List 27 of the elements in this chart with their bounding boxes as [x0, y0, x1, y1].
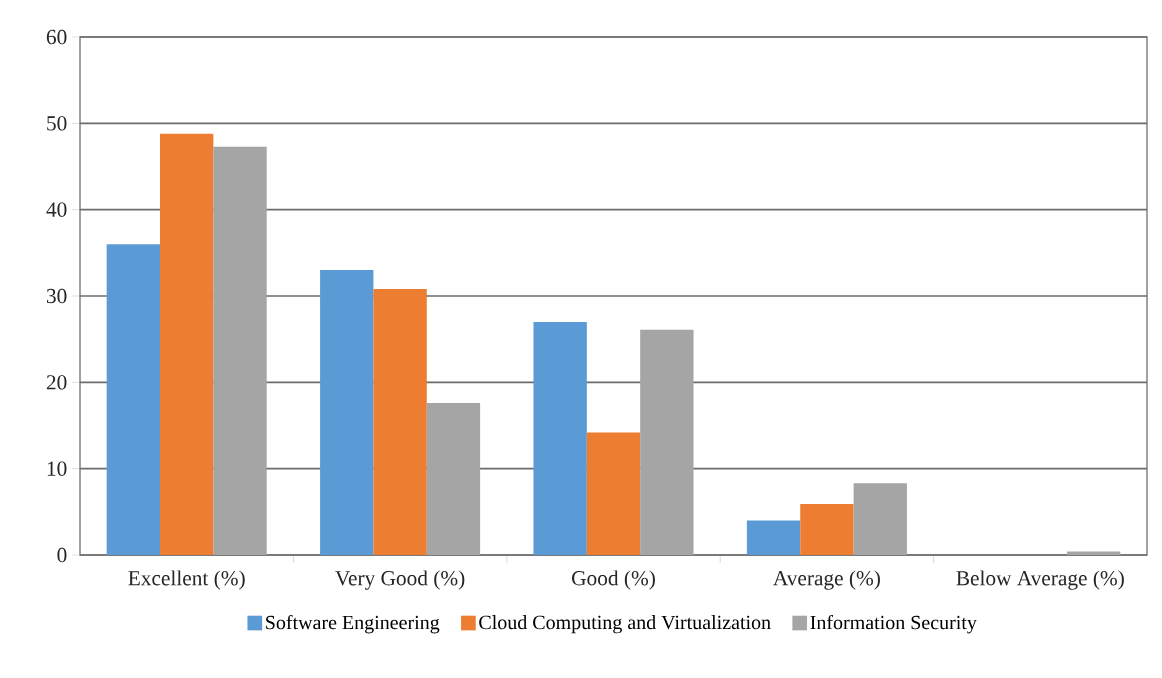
bar	[160, 133, 214, 555]
bar	[426, 403, 481, 555]
y-tick-label: 0	[57, 547, 67, 563]
y-tick-label: 20	[46, 375, 67, 390]
x-tick-label: Very Good (%)	[335, 570, 465, 590]
bar	[586, 432, 641, 555]
bar	[853, 483, 907, 555]
y-tick-label: 60	[46, 29, 67, 45]
bar	[640, 329, 694, 555]
x-tick-label: Excellent (%)	[128, 570, 245, 590]
x-tick-label: Below Average (%)	[956, 570, 1124, 590]
legend-label: Information Security	[810, 615, 977, 634]
y-tick-label: 10	[47, 461, 67, 476]
y-tick-label: 40	[46, 202, 67, 217]
bar	[800, 504, 854, 555]
bar	[746, 520, 801, 555]
bar	[106, 244, 161, 555]
x-tick-label: Good (%)	[572, 570, 655, 590]
legend-label: Cloud Computing and Virtualization	[479, 615, 771, 634]
y-tick-label: 50	[47, 116, 67, 131]
bar	[373, 289, 427, 555]
y-tick-label: 30	[46, 288, 67, 304]
legend-label: Software Engineering	[266, 615, 440, 634]
bar	[533, 321, 587, 555]
bar	[320, 270, 374, 555]
bar	[213, 146, 267, 555]
x-tick-label: Average (%)	[773, 570, 880, 590]
